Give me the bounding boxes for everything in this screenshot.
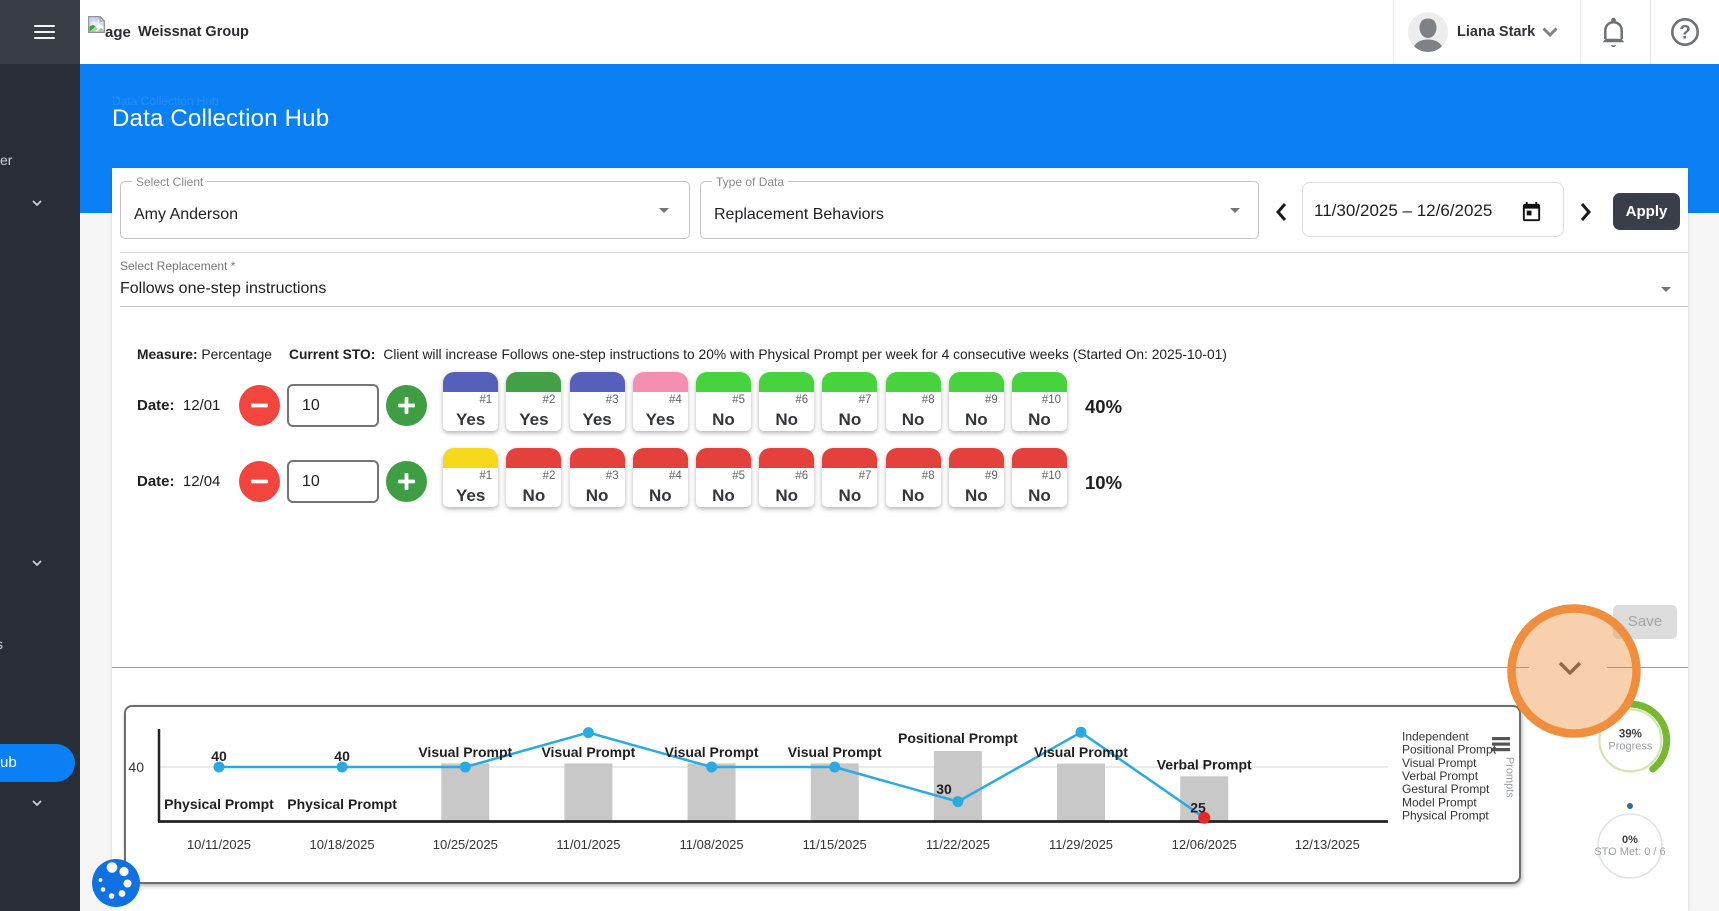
svg-text:?: ? (1679, 23, 1691, 44)
svg-text:Positional Prompt: Positional Prompt (898, 730, 1018, 746)
svg-text:10/18/2025: 10/18/2025 (310, 837, 375, 852)
svg-text:40: 40 (211, 748, 227, 764)
svg-text:11/29/2025: 11/29/2025 (1049, 837, 1113, 852)
svg-text:Gestural Prompt: Gestural Prompt (1402, 782, 1490, 796)
svg-text:12/13/2025: 12/13/2025 (1295, 837, 1360, 852)
svg-text:Visual Prompt: Visual Prompt (788, 744, 882, 760)
svg-text:25: 25 (1190, 800, 1206, 816)
svg-text:Prompts: Prompts (1504, 757, 1516, 798)
svg-text:Visual Prompt: Visual Prompt (418, 744, 512, 760)
svg-text:40: 40 (334, 748, 350, 764)
svg-text:Physical Prompt: Physical Prompt (1402, 808, 1489, 822)
svg-text:STO Met: 0 / 6: STO Met: 0 / 6 (1594, 846, 1665, 858)
svg-text:11/22/2025: 11/22/2025 (926, 837, 990, 852)
svg-text:10/25/2025: 10/25/2025 (433, 837, 498, 852)
svg-text:30: 30 (936, 781, 952, 797)
svg-text:Physical Prompt: Physical Prompt (164, 796, 274, 812)
svg-text:Progress: Progress (1608, 741, 1653, 753)
svg-text:Physical Prompt: Physical Prompt (287, 796, 397, 812)
svg-text:11/01/2025: 11/01/2025 (556, 837, 620, 852)
svg-text:Independent: Independent (1402, 730, 1469, 744)
svg-text:Visual Prompt: Visual Prompt (1034, 744, 1128, 760)
svg-text:40: 40 (128, 759, 144, 775)
svg-text:Verbal Prompt: Verbal Prompt (1402, 769, 1479, 783)
svg-text:Model Prompt: Model Prompt (1402, 795, 1477, 809)
svg-text:Positional Prompt: Positional Prompt (1402, 743, 1497, 757)
svg-text:11/15/2025: 11/15/2025 (803, 837, 867, 852)
svg-text:Visual Prompt: Visual Prompt (665, 744, 759, 760)
svg-text:Visual Prompt: Visual Prompt (541, 744, 635, 760)
svg-text:Visual Prompt: Visual Prompt (1402, 756, 1477, 770)
svg-text:0%: 0% (1622, 834, 1638, 846)
svg-text:39%: 39% (1619, 729, 1642, 741)
svg-text:10/11/2025: 10/11/2025 (187, 837, 251, 852)
svg-text:11/08/2025: 11/08/2025 (680, 837, 744, 852)
svg-text:12/06/2025: 12/06/2025 (1172, 837, 1237, 852)
svg-text:Verbal Prompt: Verbal Prompt (1157, 757, 1252, 773)
